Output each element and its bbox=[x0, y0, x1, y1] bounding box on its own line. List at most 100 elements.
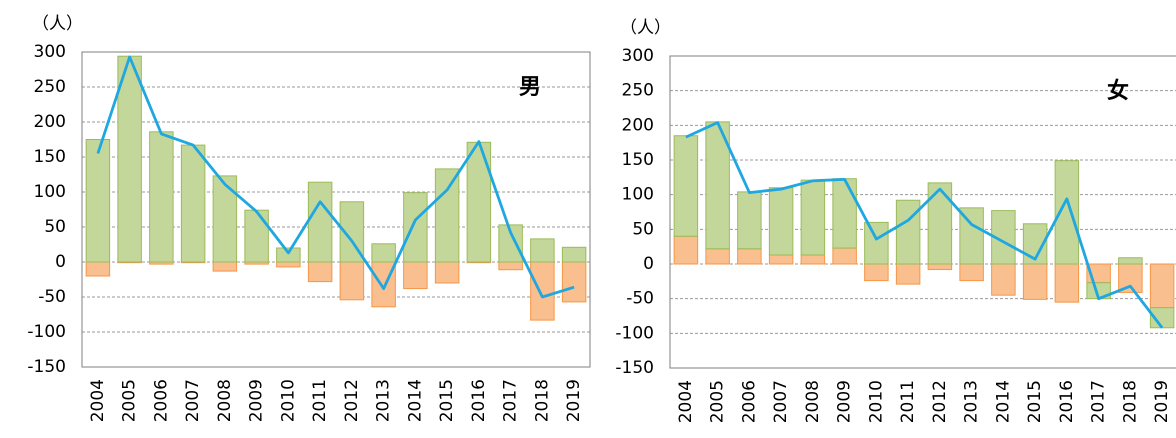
x-tick-label: 2006 bbox=[151, 379, 171, 422]
bar bbox=[180, 144, 206, 263]
y-tick-label: 50 bbox=[632, 219, 654, 239]
x-tick-label: 2012 bbox=[342, 379, 362, 422]
bar bbox=[1149, 263, 1175, 309]
y-tick-label: 200 bbox=[34, 112, 66, 132]
bar bbox=[832, 178, 857, 249]
plot-frame bbox=[81, 51, 591, 368]
bar bbox=[705, 248, 730, 265]
x-tick-label: 2006 bbox=[739, 380, 759, 423]
bar bbox=[530, 238, 555, 263]
y-tick-label: 50 bbox=[44, 217, 66, 237]
x-tick-label: 2017 bbox=[1089, 380, 1109, 423]
y-tick-label: 300 bbox=[34, 42, 66, 62]
bar bbox=[434, 261, 460, 284]
bar bbox=[498, 224, 523, 263]
x-tick-label: 2018 bbox=[1120, 380, 1140, 423]
bar bbox=[276, 247, 301, 263]
bar bbox=[117, 55, 142, 263]
bar bbox=[149, 131, 174, 263]
chart-title: 男 bbox=[519, 75, 541, 100]
y-tick-label: -150 bbox=[615, 358, 654, 378]
chart-title: 女 bbox=[1107, 78, 1129, 104]
bar bbox=[800, 254, 826, 265]
bar bbox=[561, 261, 587, 303]
x-tick-label: 2019 bbox=[1152, 380, 1172, 423]
bar bbox=[895, 263, 921, 285]
bar bbox=[927, 182, 953, 265]
bar bbox=[959, 207, 984, 265]
y-tick-label: 250 bbox=[34, 77, 66, 97]
bar bbox=[895, 199, 921, 265]
x-tick-label: 2015 bbox=[1025, 380, 1045, 423]
bar bbox=[85, 139, 111, 263]
bar bbox=[307, 261, 333, 283]
x-tick-label: 2017 bbox=[501, 379, 521, 422]
bar bbox=[832, 247, 857, 265]
x-tick-label: 2011 bbox=[898, 380, 918, 423]
x-tick-label: 2005 bbox=[708, 380, 728, 423]
y-tick-label: 100 bbox=[622, 185, 654, 205]
bar bbox=[403, 192, 428, 263]
x-tick-label: 2015 bbox=[437, 379, 457, 422]
x-tick-label: 2013 bbox=[962, 380, 982, 423]
x-tick-label: 2008 bbox=[803, 380, 823, 423]
y-tick-label: -100 bbox=[615, 323, 654, 343]
bar bbox=[212, 261, 238, 272]
bar bbox=[800, 179, 826, 256]
bar bbox=[737, 191, 762, 250]
x-tick-label: 2016 bbox=[469, 379, 489, 422]
y-tick-label: 300 bbox=[622, 46, 654, 66]
x-tick-label: 2004 bbox=[88, 379, 108, 422]
x-tick-label: 2008 bbox=[215, 379, 235, 422]
x-tick-label: 2014 bbox=[405, 379, 425, 422]
bar bbox=[307, 181, 333, 263]
bar bbox=[212, 175, 238, 263]
bar bbox=[339, 201, 365, 263]
bar bbox=[1054, 160, 1080, 265]
x-tick-label: 2012 bbox=[930, 380, 950, 423]
line bbox=[96, 55, 575, 299]
y-tick-label: 0 bbox=[55, 252, 66, 272]
bar bbox=[1022, 263, 1048, 300]
y-axis-label: （人） bbox=[32, 14, 83, 34]
bar bbox=[339, 261, 365, 301]
x-tick-label: 2007 bbox=[771, 380, 791, 423]
x-tick-label: 2007 bbox=[183, 379, 203, 422]
x-tick-label: 2005 bbox=[120, 379, 140, 422]
bar bbox=[371, 243, 396, 263]
bar bbox=[959, 263, 984, 282]
line bbox=[685, 121, 1164, 329]
bar bbox=[466, 141, 492, 263]
y-tick-label: -100 bbox=[27, 322, 66, 342]
bar bbox=[561, 246, 587, 263]
y-axis-label: （人） bbox=[620, 18, 671, 38]
bar bbox=[768, 254, 794, 265]
x-tick-label: 2009 bbox=[835, 380, 855, 423]
x-tick-label: 2010 bbox=[866, 380, 886, 423]
x-tick-label: 2018 bbox=[532, 379, 552, 422]
bar bbox=[1054, 263, 1080, 303]
y-tick-label: 250 bbox=[622, 81, 654, 101]
bar bbox=[1022, 223, 1048, 265]
x-tick-label: 2010 bbox=[278, 379, 298, 422]
bar bbox=[768, 187, 794, 256]
bar bbox=[530, 261, 555, 321]
y-tick-label: -150 bbox=[27, 357, 66, 377]
x-tick-label: 2004 bbox=[676, 380, 696, 423]
bar bbox=[737, 248, 762, 265]
bar bbox=[85, 261, 111, 277]
plot-frame bbox=[669, 55, 1176, 369]
x-tick-label: 2013 bbox=[374, 379, 394, 422]
bar bbox=[498, 261, 523, 271]
bar bbox=[244, 209, 269, 263]
y-tick-label: 150 bbox=[34, 147, 66, 167]
bar bbox=[1118, 257, 1143, 265]
bar bbox=[276, 261, 301, 268]
bar bbox=[927, 263, 953, 271]
y-tick-label: 100 bbox=[34, 182, 66, 202]
y-tick-label: 150 bbox=[622, 150, 654, 170]
y-tick-label: 200 bbox=[622, 115, 654, 135]
bar bbox=[434, 168, 460, 263]
y-tick-label: -50 bbox=[626, 289, 654, 309]
